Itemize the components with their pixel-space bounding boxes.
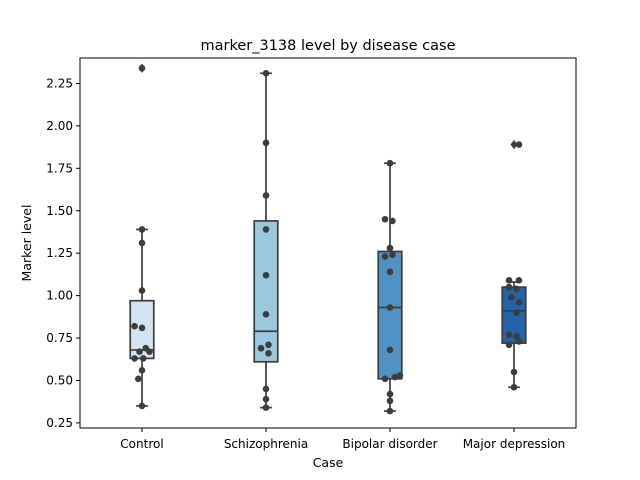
data-point [262, 226, 270, 233]
y-tick-label: 2.00 [46, 119, 73, 133]
data-point [386, 244, 394, 252]
data-point [136, 348, 143, 355]
data-point [391, 373, 399, 381]
data-point [505, 283, 513, 291]
y-tick-label: 0.75 [46, 331, 73, 345]
plot-area [80, 58, 576, 428]
data-point [505, 341, 513, 349]
data-point [138, 226, 146, 233]
data-point [131, 322, 138, 330]
y-tick-label: 0.25 [46, 416, 73, 430]
y-axis: 0.25 0.50 0.75 1.00 1.25 1.50 1.75 2.00 2.25 [46, 76, 80, 430]
data-point [381, 253, 389, 260]
box-iqr [253, 220, 279, 363]
data-point [262, 385, 270, 393]
data-point [138, 366, 146, 374]
y-tick-label: 1.75 [46, 161, 73, 175]
data-point [262, 192, 270, 199]
data-point [389, 251, 396, 259]
data-point [505, 277, 513, 284]
data-point [138, 324, 146, 332]
data-points [131, 64, 523, 415]
data-point [138, 402, 146, 410]
y-tick-label: 2.25 [46, 76, 73, 90]
data-point [138, 64, 146, 72]
data-point [510, 383, 518, 391]
data-point [515, 299, 523, 306]
x-axis: Control Schizophrenia Bipolar disorder Majo… [120, 428, 565, 451]
data-point [262, 310, 270, 318]
data-point [396, 372, 404, 379]
data-point [262, 271, 270, 279]
data-point [386, 346, 394, 354]
data-point [142, 344, 150, 352]
data-point [510, 368, 518, 376]
data-point [505, 331, 513, 338]
data-point [265, 350, 272, 357]
data-point [139, 355, 147, 362]
box-3 [377, 162, 403, 412]
y-tick-label: 1.00 [46, 289, 73, 303]
data-point [138, 239, 146, 247]
x-tick-label: Bipolar disorder [342, 437, 437, 451]
data-point [515, 338, 523, 345]
plot-frame [79, 57, 577, 429]
x-axis-label: Case [313, 455, 344, 470]
data-point [138, 287, 146, 294]
data-point [265, 341, 272, 349]
chart-title: marker_3138 level by disease case [201, 38, 456, 54]
data-point [257, 344, 265, 352]
data-point [389, 217, 396, 225]
data-point [386, 268, 394, 276]
box-iqr [377, 250, 403, 380]
data-point [262, 404, 270, 411]
data-point [386, 397, 394, 405]
data-point [262, 139, 270, 147]
data-point [386, 304, 394, 311]
data-point [515, 277, 523, 284]
data-point [381, 215, 389, 223]
data-point [131, 355, 138, 362]
data-point [262, 69, 270, 77]
data-point [381, 375, 389, 383]
data-point [386, 159, 394, 167]
data-point [134, 375, 142, 383]
data-point [513, 309, 520, 316]
data-point [262, 395, 270, 403]
data-point [513, 285, 520, 293]
y-tick-label: 1.50 [46, 204, 73, 218]
x-tick-label: Control [120, 437, 163, 451]
y-tick-label: 1.25 [46, 246, 73, 260]
data-point [508, 294, 515, 301]
data-point [515, 141, 523, 148]
y-tick-label: 0.50 [46, 373, 73, 387]
data-point [386, 390, 394, 398]
x-tick-label: Major depression [463, 437, 566, 451]
data-point [386, 407, 394, 415]
data-point [513, 333, 520, 340]
y-axis-label: Marker level [19, 205, 34, 282]
x-tick-label: Schizophrenia [224, 437, 308, 451]
